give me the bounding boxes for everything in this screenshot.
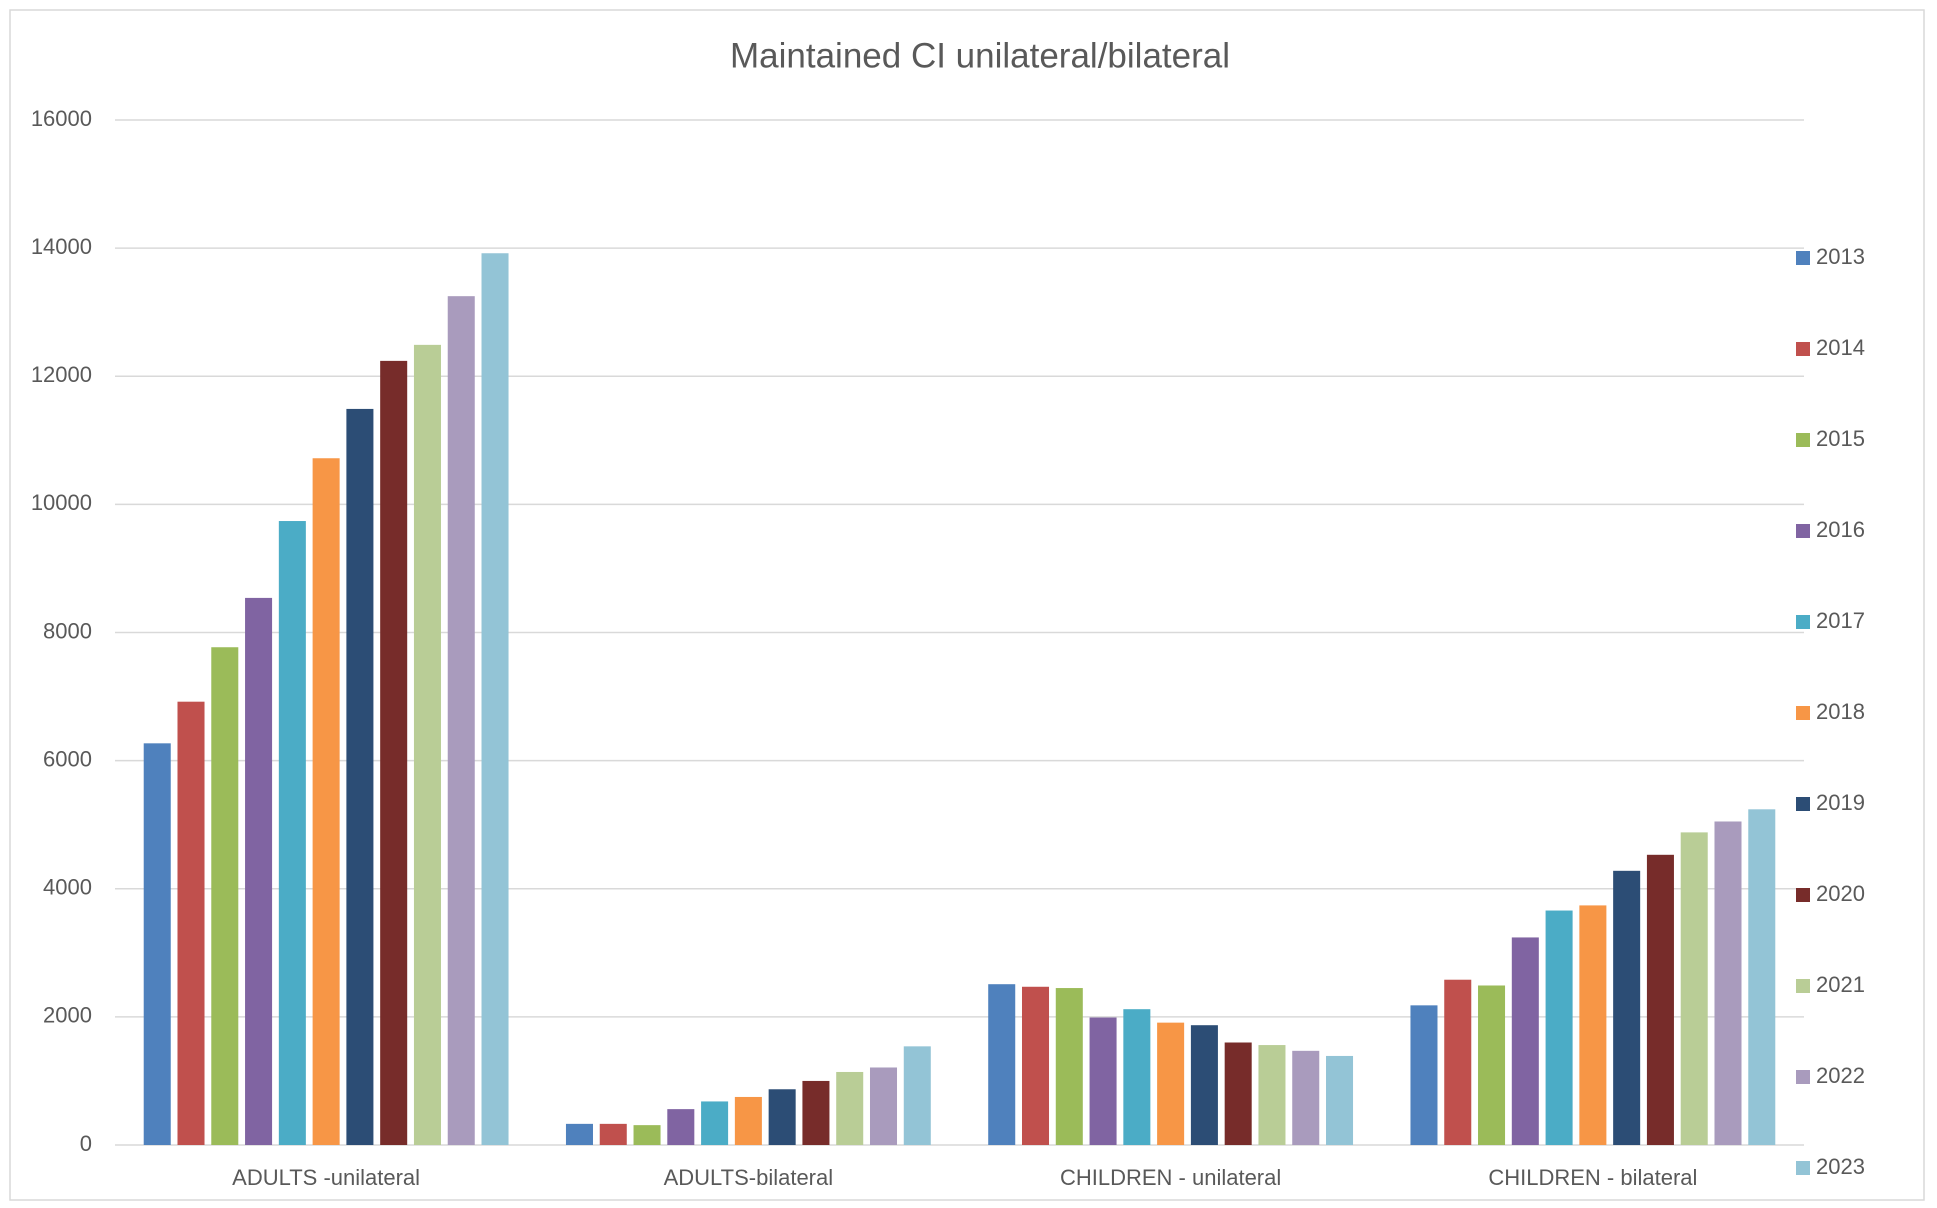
bar [1613, 870, 1641, 1145]
bar [633, 1125, 661, 1145]
y-tick-label: 16000 [31, 106, 92, 131]
bar [599, 1123, 627, 1145]
bar [177, 701, 205, 1145]
bar [1579, 905, 1607, 1145]
bar [667, 1109, 695, 1145]
legend-swatch [1796, 1070, 1810, 1084]
y-tick-label: 12000 [31, 362, 92, 387]
legend-swatch [1796, 706, 1810, 720]
legend-label: 2016 [1816, 517, 1865, 542]
y-tick-label: 8000 [43, 618, 92, 643]
bar [903, 1046, 931, 1145]
bar [1511, 937, 1539, 1145]
bar [380, 360, 408, 1145]
legend-swatch [1796, 797, 1810, 811]
bar [1292, 1050, 1320, 1145]
bar [1680, 832, 1708, 1145]
legend-label: 2019 [1816, 790, 1865, 815]
legend-label: 2018 [1816, 699, 1865, 724]
legend-label: 2015 [1816, 426, 1865, 451]
legend-swatch [1796, 342, 1810, 356]
y-tick-label: 4000 [43, 875, 92, 900]
x-tick-label: CHILDREN - bilateral [1488, 1165, 1697, 1190]
bar [1326, 1055, 1354, 1145]
bar [447, 296, 475, 1145]
legend-label: 2021 [1816, 972, 1865, 997]
bar [1089, 1017, 1117, 1145]
y-tick-label: 0 [80, 1131, 92, 1156]
bar [734, 1096, 762, 1145]
bar [565, 1123, 593, 1145]
bar [481, 253, 509, 1145]
bar [1123, 1009, 1151, 1145]
bar [1714, 821, 1742, 1145]
legend-label: 2013 [1816, 244, 1865, 269]
bar [1157, 1022, 1185, 1145]
legend-label: 2022 [1816, 1063, 1865, 1088]
legend-swatch [1796, 979, 1810, 993]
bar [1748, 809, 1776, 1145]
legend-label: 2020 [1816, 881, 1865, 906]
chart-title: Maintained CI unilateral/bilateral [730, 36, 1230, 75]
bar [211, 647, 239, 1145]
y-tick-label: 14000 [31, 234, 92, 259]
y-tick-label: 2000 [43, 1003, 92, 1028]
bar [836, 1071, 864, 1145]
y-tick-label: 6000 [43, 746, 92, 771]
legend-swatch [1796, 433, 1810, 447]
bar [988, 984, 1016, 1145]
bar [1190, 1025, 1218, 1145]
bar [278, 521, 306, 1145]
bar [1444, 979, 1472, 1145]
bar [245, 597, 273, 1145]
legend-swatch [1796, 888, 1810, 902]
bar [1478, 985, 1506, 1145]
bar [312, 458, 340, 1145]
bar [346, 408, 374, 1145]
bar [869, 1067, 898, 1145]
legend-swatch [1796, 251, 1810, 265]
bar [768, 1089, 796, 1145]
legend-swatch [1796, 524, 1810, 538]
x-tick-label: ADULTS -unilateral [232, 1165, 420, 1190]
bar [1545, 910, 1573, 1145]
bar [143, 743, 171, 1145]
legend-swatch [1796, 1161, 1810, 1175]
bar [1258, 1045, 1286, 1145]
bar [1410, 1005, 1438, 1145]
x-tick-label: ADULTS-bilateral [664, 1165, 834, 1190]
bar [701, 1101, 729, 1145]
bar [413, 344, 441, 1145]
legend-swatch [1796, 615, 1810, 629]
x-tick-label: CHILDREN - unilateral [1060, 1165, 1281, 1190]
legend-label: 2023 [1816, 1154, 1865, 1179]
bar [802, 1080, 830, 1145]
bar [1224, 1042, 1252, 1145]
legend-label: 2017 [1816, 608, 1865, 633]
y-tick-label: 10000 [31, 490, 92, 515]
legend-label: 2014 [1816, 335, 1865, 360]
bar [1055, 988, 1083, 1145]
bar [1646, 854, 1674, 1145]
bar [1021, 986, 1050, 1145]
